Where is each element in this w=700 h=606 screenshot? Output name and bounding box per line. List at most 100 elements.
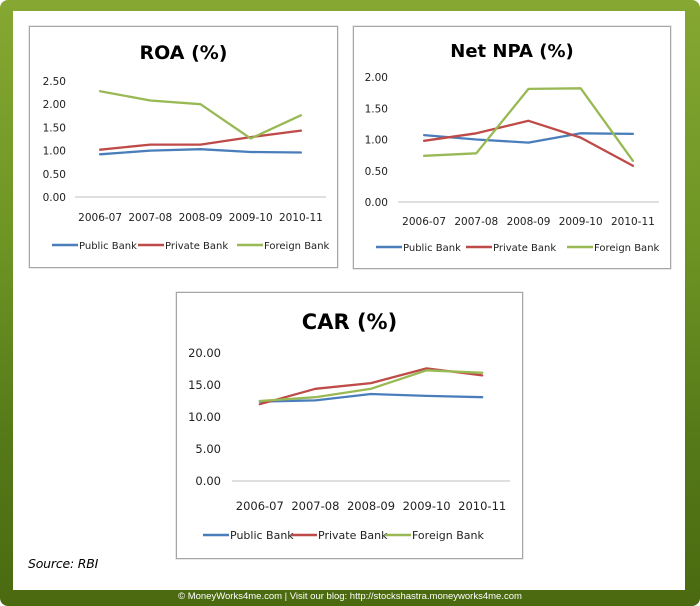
- chart-title: ROA (%): [140, 42, 228, 64]
- x-tick-label: 2008-09: [347, 499, 395, 513]
- data-point: [580, 132, 582, 134]
- y-tick-label: 2.00: [43, 99, 66, 111]
- data-point: [99, 90, 101, 92]
- x-tick-label: 2006-07: [236, 499, 284, 513]
- data-point: [149, 149, 151, 151]
- series-line-foreign-bank: [258, 369, 484, 403]
- y-tick-label: 0.50: [365, 166, 388, 178]
- series-line-private-bank: [98, 129, 303, 151]
- data-point: [370, 382, 372, 384]
- data-point: [475, 132, 477, 134]
- y-tick-label: 0.00: [195, 474, 221, 488]
- legend-label: Public Bank: [79, 241, 137, 252]
- legend-label: Foreign Bank: [594, 243, 660, 254]
- data-point: [425, 369, 427, 371]
- car-chart: CAR (%) 0.00 5.00 10.00 15.00 20.00 2006-07 200…: [176, 292, 523, 559]
- data-point: [527, 120, 529, 122]
- roa-chart-svg: ROA (%) 0.00 0.50 1.00 1.50 2.00 2.50 2006-07 20…: [43, 42, 330, 252]
- legend-label: Public Bank: [403, 243, 461, 254]
- legend-item-foreign-bank: Foreign Bank: [237, 241, 330, 252]
- series-line-private-bank: [422, 119, 635, 167]
- legend-item-private-bank: Private Bank: [138, 241, 228, 252]
- data-point: [314, 396, 316, 398]
- y-tick-label: 10.00: [188, 410, 221, 424]
- data-point: [99, 148, 101, 150]
- y-tick-label: 0.50: [43, 169, 66, 181]
- data-point: [425, 395, 427, 397]
- y-tick-label: 1.00: [43, 146, 66, 158]
- roa-chart: ROA (%) 0.00 0.50 1.00 1.50 2.00 2.50 2006-07 20…: [29, 26, 338, 268]
- legend-item-public-bank: Public Bank: [203, 529, 294, 542]
- y-tick-label: 0.00: [43, 192, 66, 204]
- data-point: [632, 133, 634, 135]
- y-tick-label: 2.00: [365, 72, 388, 84]
- source-label: Source: RBI: [28, 556, 99, 571]
- legend-item-foreign-bank: Foreign Bank: [567, 243, 660, 254]
- car-chart-svg: CAR (%) 0.00 5.00 10.00 15.00 20.00 2006-07 200…: [188, 310, 510, 542]
- series-line-foreign-bank: [98, 90, 303, 140]
- x-tick-label: 2007-08: [454, 216, 498, 228]
- data-point: [300, 129, 302, 131]
- data-point: [250, 151, 252, 153]
- legend-label: Foreign Bank: [412, 529, 484, 542]
- footer-credit: © MoneyWorks4me.com | Visit our blog: ht…: [178, 591, 522, 602]
- data-point: [259, 403, 261, 405]
- x-tick-label: 2009-10: [403, 499, 451, 513]
- net-npa-chart: Net NPA (%) 0.00 0.50 1.00 1.50 2.00 2006-07 20…: [353, 26, 671, 269]
- net-npa-chart-svg: Net NPA (%) 0.00 0.50 1.00 1.50 2.00 2006-07 20…: [365, 41, 660, 254]
- data-point: [475, 152, 477, 154]
- x-tick-label: 2006-07: [402, 216, 446, 228]
- data-point: [259, 400, 261, 402]
- x-tick-label: 2008-09: [179, 212, 223, 224]
- x-tick-label: 2008-09: [507, 216, 551, 228]
- series-line-public-bank: [258, 392, 484, 403]
- data-point: [423, 155, 425, 157]
- data-point: [632, 165, 634, 167]
- legend-label: Private Bank: [493, 243, 556, 254]
- x-tick-label: 2010-11: [279, 212, 323, 224]
- data-point: [300, 151, 302, 153]
- legend-label: Public Bank: [230, 529, 294, 542]
- x-tick-label: 2007-08: [291, 499, 339, 513]
- legend-item-private-bank: Private Bank: [291, 529, 388, 542]
- series-line-public-bank: [422, 132, 635, 144]
- y-tick-label: 1.50: [365, 103, 388, 115]
- data-point: [149, 143, 151, 145]
- data-point: [580, 87, 582, 89]
- y-tick-label: 1.50: [43, 122, 66, 134]
- x-tick-label: 2010-11: [458, 499, 506, 513]
- y-tick-label: 15.00: [188, 378, 221, 392]
- data-point: [370, 388, 372, 390]
- x-tick-label: 2009-10: [559, 216, 603, 228]
- data-point: [527, 88, 529, 90]
- data-point: [250, 137, 252, 139]
- data-point: [527, 141, 529, 143]
- data-point: [580, 136, 582, 138]
- series-line-foreign-bank: [422, 87, 635, 162]
- y-tick-label: 0.00: [365, 197, 388, 209]
- data-point: [481, 374, 483, 376]
- data-point: [314, 388, 316, 390]
- data-point: [149, 99, 151, 101]
- data-point: [370, 393, 372, 395]
- data-point: [632, 160, 634, 162]
- y-tick-label: 5.00: [195, 442, 221, 456]
- data-point: [99, 153, 101, 155]
- y-tick-label: 2.50: [43, 76, 66, 88]
- data-point: [481, 396, 483, 398]
- y-tick-label: 20.00: [188, 346, 221, 360]
- legend-item-foreign-bank: Foreign Bank: [385, 529, 484, 542]
- x-tick-label: 2007-08: [128, 212, 172, 224]
- data-point: [475, 138, 477, 140]
- data-point: [481, 372, 483, 374]
- data-point: [300, 114, 302, 116]
- series-line-public-bank: [98, 148, 303, 156]
- x-tick-label: 2006-07: [78, 212, 122, 224]
- data-point: [199, 103, 201, 105]
- legend-item-public-bank: Public Bank: [52, 241, 137, 252]
- chart-title: Net NPA (%): [450, 41, 573, 62]
- data-point: [199, 148, 201, 150]
- x-tick-label: 2009-10: [229, 212, 273, 224]
- legend-item-public-bank: Public Bank: [376, 243, 461, 254]
- legend-item-private-bank: Private Bank: [466, 243, 556, 254]
